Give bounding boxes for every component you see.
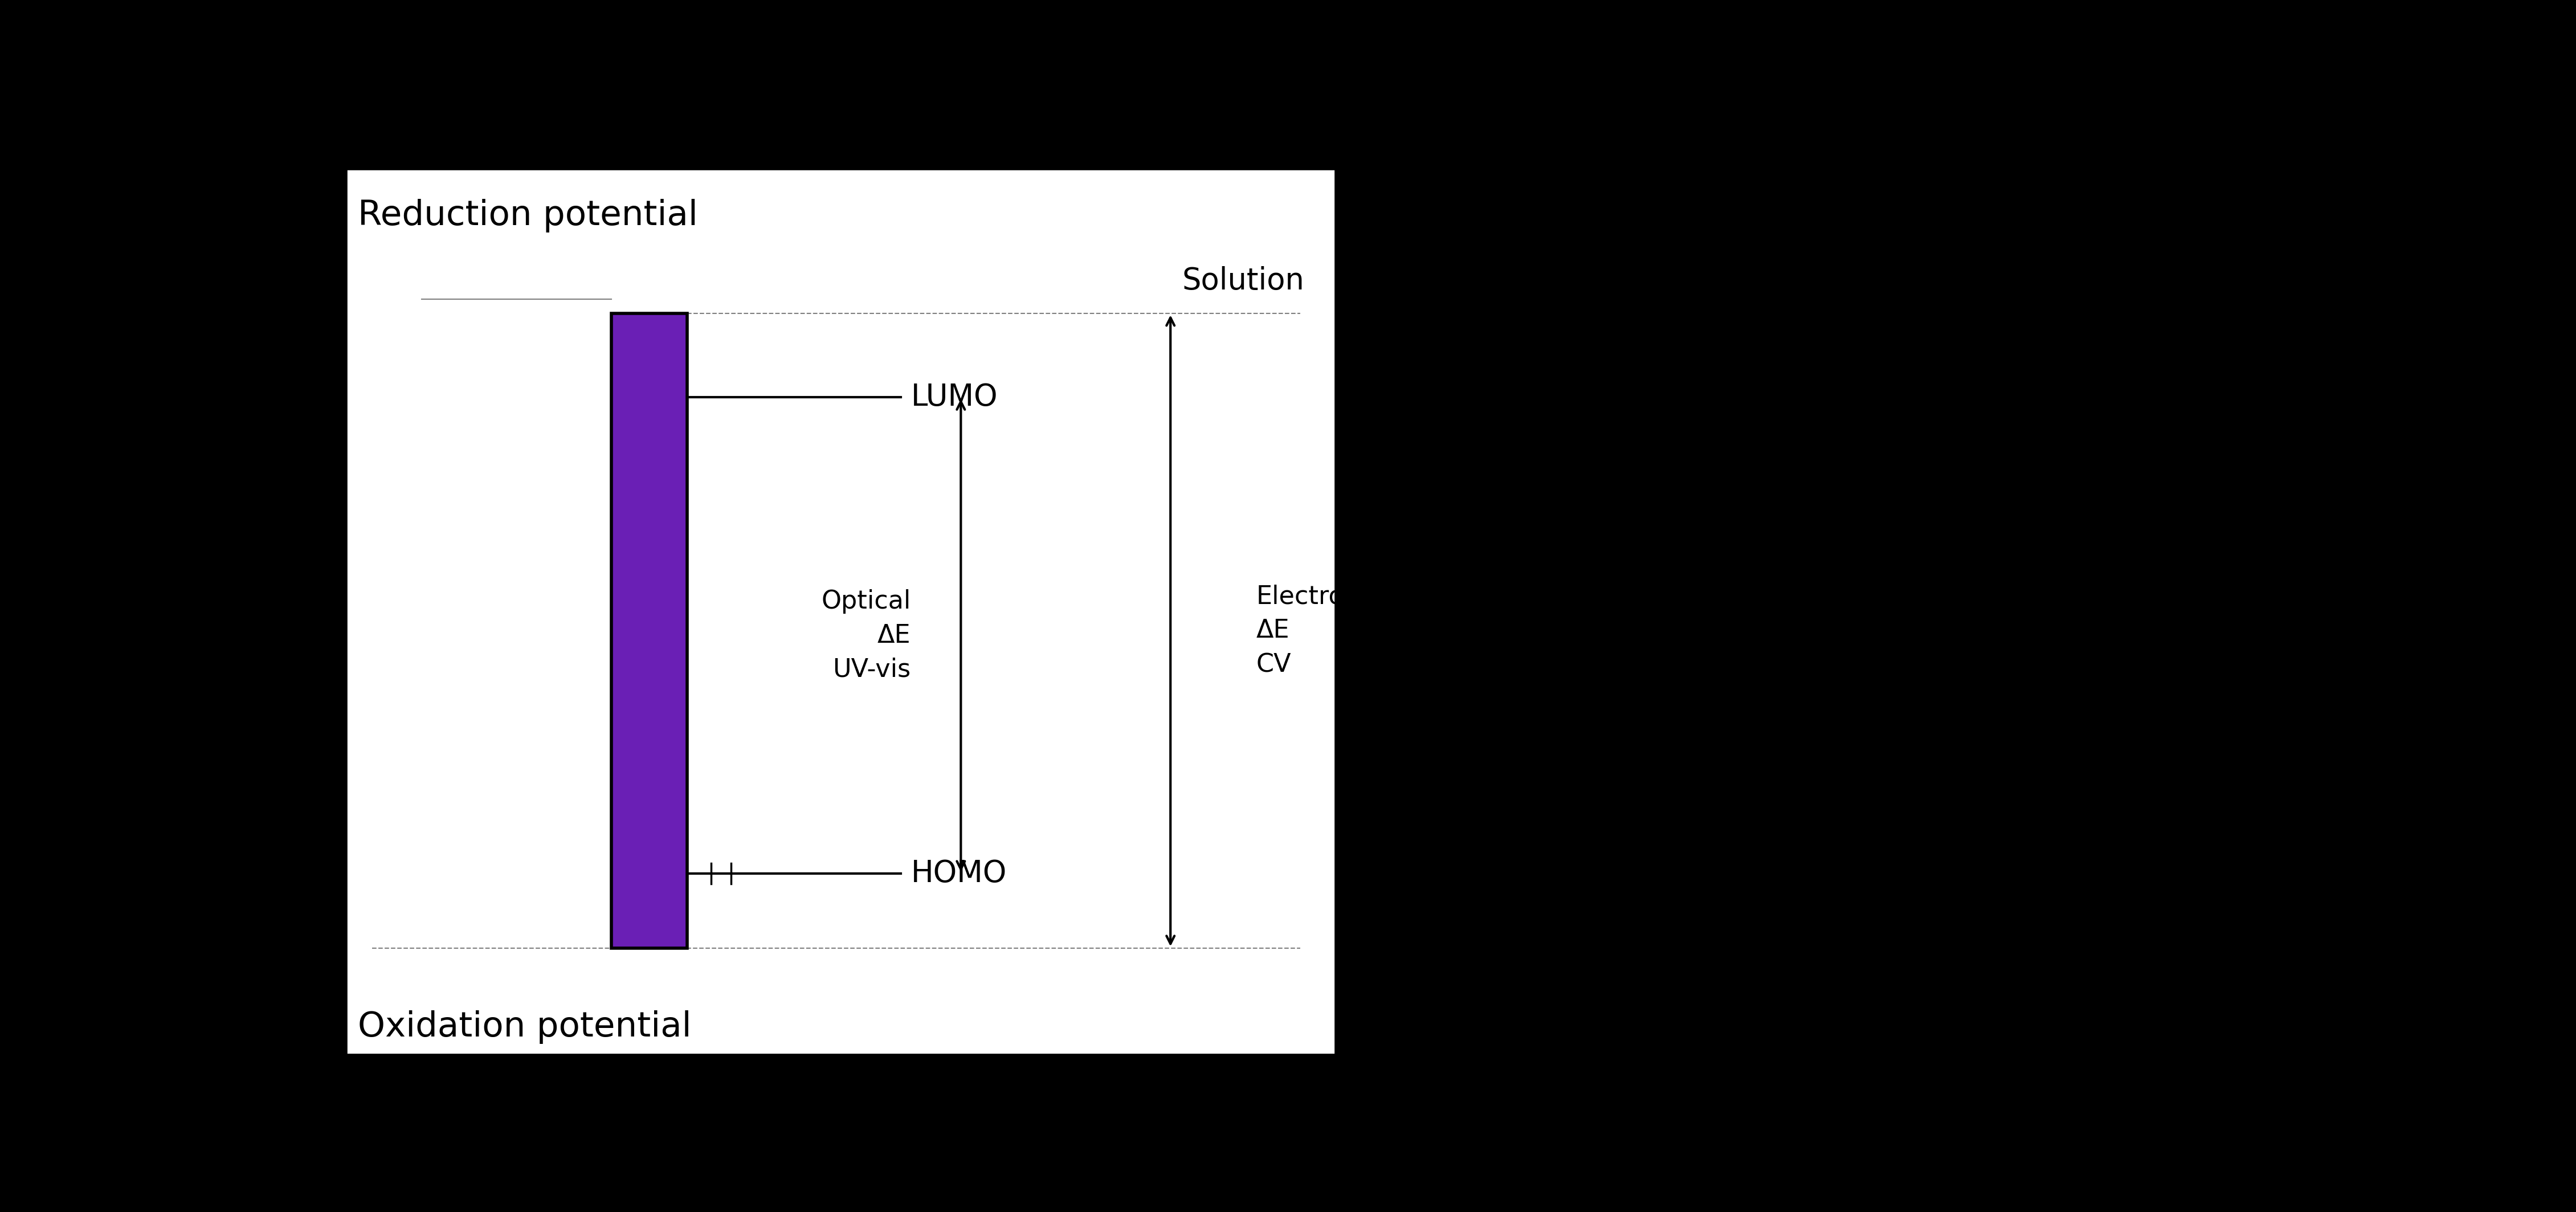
Text: Oxidation potential: Oxidation potential (358, 1011, 690, 1045)
Text: Solution: Solution (1182, 265, 1303, 296)
Bar (345, 168, 1337, 1056)
Text: Reduction potential: Reduction potential (358, 199, 698, 233)
Text: HOMO: HOMO (912, 858, 1007, 888)
Text: Optical
ΔE
UV-vis: Optical ΔE UV-vis (822, 589, 912, 682)
Text: Electrochemical
ΔE
CV: Electrochemical ΔE CV (1257, 584, 1458, 678)
Text: LUMO: LUMO (912, 383, 997, 412)
Bar (611, 314, 688, 948)
